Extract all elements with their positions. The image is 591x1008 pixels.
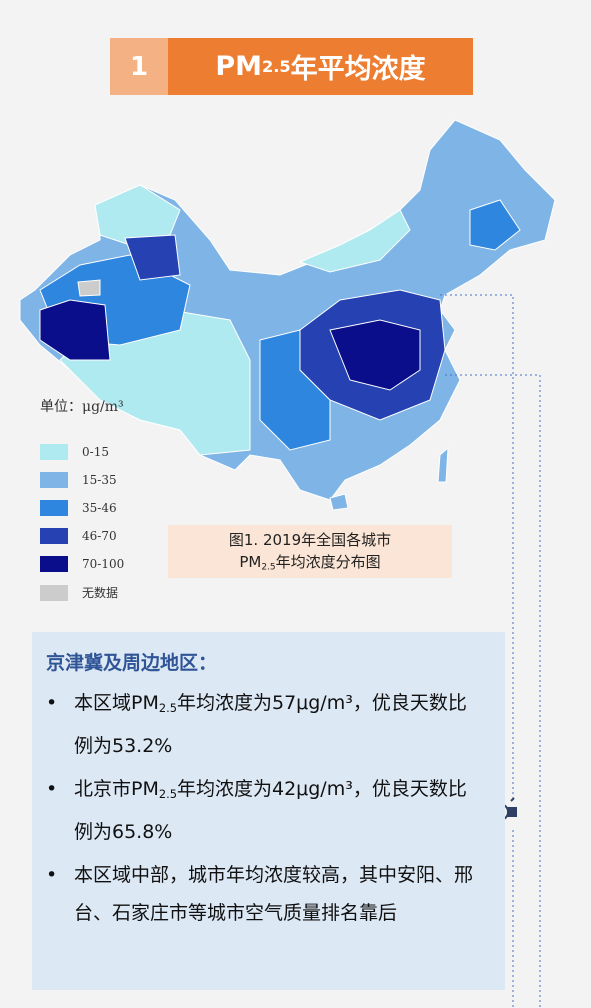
legend-item: 46-70	[40, 528, 117, 544]
bullet-text-part: 北京市PM	[74, 778, 159, 800]
legend-label: 70-100	[82, 557, 125, 571]
map-region	[469, 199, 521, 251]
info-heading: 京津冀及周边地区：	[46, 652, 218, 674]
legend-swatch	[40, 556, 68, 572]
title-sub: 2.5	[261, 57, 291, 76]
caption-line: 图1. 2019年全国各城市	[228, 531, 392, 549]
legend-label: 0-15	[82, 445, 109, 459]
legend-label: 无数据	[82, 586, 119, 600]
bullet-dot: •	[46, 692, 58, 714]
bullet-dot: •	[46, 864, 58, 886]
map-region	[329, 493, 349, 511]
caption: 图1. 2019年全国各城市 PM2.5年均浓度分布图	[168, 525, 452, 578]
map-region	[39, 299, 111, 361]
legend-item: 70-100	[40, 556, 124, 572]
legend-swatch	[40, 584, 68, 601]
legend-item: 无数据	[40, 584, 118, 601]
bullet-text: 北京市PM2.5年均浓度为42μg/m³，优良天数比例为65.8%	[74, 770, 476, 851]
bullet-dot: •	[46, 778, 58, 800]
caption-text: 年均浓度分布图	[275, 553, 381, 571]
bullet-sub: 2.5	[158, 700, 177, 715]
legend-item: 35-46	[40, 500, 117, 516]
section-number: 1	[110, 38, 168, 95]
legend-unit: 单位：μg/m³	[40, 399, 124, 415]
bullet: • 本区域中部，城市年均浓度较高，其中安阳、邢台、石家庄市等城市空气质量排名靠后	[46, 856, 476, 932]
bullet-text-part: 年均浓度为42μg/m³，优良天数比例为65.8%	[74, 778, 467, 843]
bullet-text-part: 本区域PM	[74, 692, 159, 714]
legend-swatch	[40, 500, 68, 516]
bullet-text: 本区域中部，城市年均浓度较高，其中安阳、邢台、石家庄市等城市空气质量排名靠后	[74, 856, 476, 932]
legend-label: 35-46	[82, 501, 117, 515]
bullet-sub: 2.5	[158, 786, 177, 801]
legend-label: 15-35	[82, 473, 117, 487]
leader-line	[445, 374, 541, 1008]
map-region	[437, 446, 449, 483]
map-region	[77, 279, 101, 297]
legend-label: 46-70	[82, 529, 117, 543]
bullet: • 北京市PM2.5年均浓度为42μg/m³，优良天数比例为65.8%	[46, 770, 476, 851]
caption-sub: 2.5	[261, 562, 276, 573]
legend-item: 15-35	[40, 472, 117, 488]
bullet-text-part: 年均浓度为57μg/m³，优良天数比例为53.2%	[74, 692, 467, 757]
legend-swatch	[40, 444, 68, 460]
map-region	[329, 319, 421, 391]
bullet-text-part: 本区域中部，城市年均浓度较高，其中安阳、邢台、石家庄市等城市空气质量排名靠后	[74, 864, 474, 924]
map-region	[124, 234, 181, 281]
info-box: 京津冀及周边地区： • 本区域PM2.5年均浓度为57μg/m³，优良天数比例为5…	[32, 632, 505, 990]
bullet-text: 本区域PM2.5年均浓度为57μg/m³，优良天数比例为53.2%	[74, 684, 476, 765]
caption-line: PM2.5年均浓度分布图	[168, 551, 452, 578]
legend-swatch	[40, 472, 68, 488]
caption-text: PM	[239, 553, 262, 571]
map-region	[298, 209, 411, 273]
title-text: 年平均浓度	[290, 54, 426, 85]
title-text: PM	[215, 51, 262, 82]
legend-item: 0-15	[40, 444, 109, 460]
legend-swatch	[40, 528, 68, 544]
bullet: • 本区域PM2.5年均浓度为57μg/m³，优良天数比例为53.2%	[46, 684, 476, 765]
section-title: PM 2.5 年平均浓度	[168, 38, 473, 95]
